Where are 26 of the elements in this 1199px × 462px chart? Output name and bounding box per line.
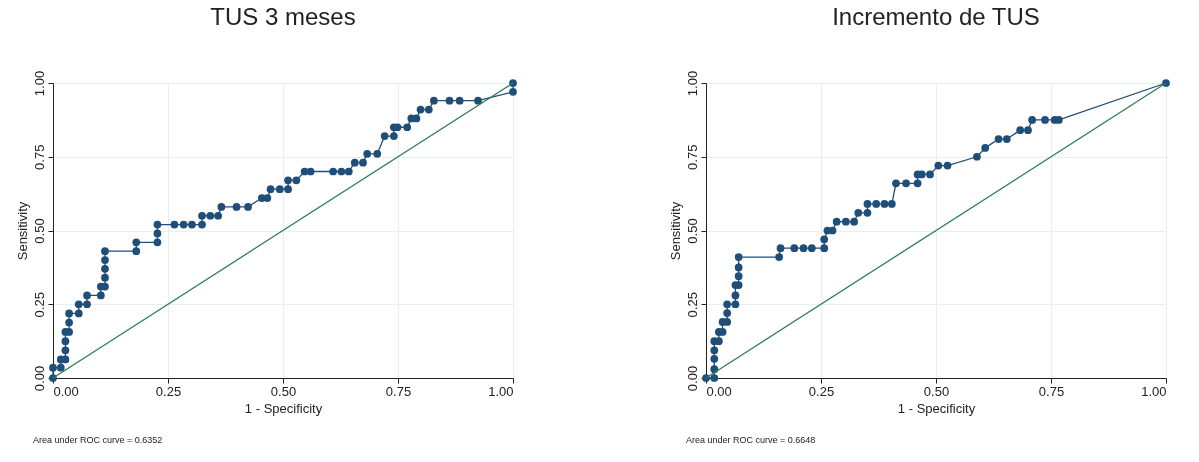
x-tick-label: 0.25 [155, 383, 182, 399]
chart-title: TUS 3 meses [210, 3, 356, 31]
x-tick-label: 1.00 [488, 383, 514, 399]
y-tick-label: 0.50 [31, 218, 47, 244]
text: Area under ROC curve = 0.6352 [33, 435, 163, 445]
x-tick-label: 0.75 [385, 383, 412, 399]
x-tick-label: 0.25 [808, 383, 835, 399]
y-tick-label: 1.00 [684, 70, 700, 97]
x-tick-label: 0.50 [270, 383, 297, 399]
y-tick-label: 0.50 [684, 218, 700, 244]
chart-title: Incremento de TUS [832, 3, 1040, 31]
x-axis-title: 1 - Specificity [897, 400, 976, 416]
x-axis-title: 1 - Specificity [244, 400, 323, 416]
text: Area under ROC curve = 0.6648 [686, 435, 816, 445]
x-tick-label: 0.00 [53, 383, 79, 399]
y-tick-label: 0.75 [684, 144, 700, 170]
x-tick-label: 0.50 [923, 383, 950, 399]
y-tick-label: 1.00 [31, 70, 47, 97]
y-axis-title: Sensitivity [14, 201, 30, 261]
y-tick-label: 0.25 [31, 292, 47, 318]
y-tick-label: 0.25 [684, 292, 700, 318]
y-axis-title: Sensitivity [667, 201, 683, 261]
y-tick-label: 0.75 [31, 144, 47, 170]
x-tick-label: 0.00 [706, 383, 732, 399]
x-tick-label: 0.75 [1038, 383, 1065, 399]
x-tick-label: 1.00 [1141, 383, 1167, 399]
